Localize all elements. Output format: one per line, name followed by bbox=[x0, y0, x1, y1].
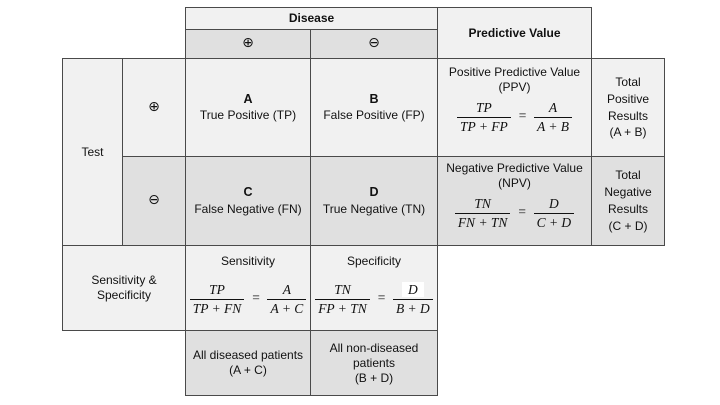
npv-denominator-letters: C + D bbox=[536, 214, 572, 230]
total-negative-results-label: Total Negative Results (C + D) bbox=[604, 168, 652, 233]
cell-d-label: True Negative (TN) bbox=[322, 201, 426, 216]
cell-a-label: True Positive (TP) bbox=[199, 108, 297, 123]
all-non-diseased-patients-cell: All non-diseased patients (B + D) bbox=[310, 330, 438, 396]
sensitivity-fraction-letters: A A + C bbox=[267, 282, 307, 316]
npv-fraction-letters: D C + D bbox=[533, 196, 575, 230]
npv-fraction-terms: TN FN + TN bbox=[454, 196, 511, 230]
total-positive-results-cell: Total Positive Results (A + B) bbox=[591, 58, 665, 157]
total-positive-results-label: Total Positive Results (A + B) bbox=[606, 74, 650, 140]
specificity-numerator: TN bbox=[315, 282, 370, 300]
sensitivity-formula-cell: Sensitivity TP TP + FN = A A + C bbox=[185, 245, 311, 331]
npv-denominator: FN + TN bbox=[457, 214, 508, 230]
specificity-formula-cell: Specificity TN FP + TN = D B + D bbox=[310, 245, 438, 331]
all-non-diseased-patients-label: All non-diseased patients (B + D) bbox=[329, 340, 419, 385]
specificity-numerator-letter: D bbox=[392, 282, 433, 300]
cell-false-positive: B False Positive (FP) bbox=[310, 58, 438, 157]
all-diseased-patients-label: All diseased patients (A + C) bbox=[192, 348, 304, 377]
ppv-denominator-letters: A + B bbox=[536, 118, 570, 134]
npv-formula-cell: Negative Predictive Value (NPV) TN FN + … bbox=[437, 156, 592, 246]
circled-plus-icon: ⊕ bbox=[148, 98, 160, 115]
circled-minus-icon: ⊖ bbox=[148, 192, 160, 209]
equals-sign: = bbox=[376, 290, 386, 306]
sensitivity-denominator-letters: A + C bbox=[270, 300, 304, 316]
test-positive-header: ⊕ bbox=[122, 58, 186, 157]
cell-a-letter: A bbox=[243, 91, 253, 106]
circled-plus-icon: ⊕ bbox=[242, 35, 254, 52]
ppv-numerator: TP bbox=[456, 100, 511, 118]
sensitivity-specificity-header: Sensitivity & Specificity bbox=[62, 245, 186, 331]
all-diseased-patients-cell: All diseased patients (A + C) bbox=[185, 330, 311, 396]
equals-sign: = bbox=[517, 204, 527, 220]
npv-numerator-letter: D bbox=[533, 196, 575, 214]
cell-b-label: False Positive (FP) bbox=[323, 108, 425, 123]
equals-sign: = bbox=[517, 108, 527, 124]
specificity-formula: TN FP + TN = D B + D bbox=[315, 282, 433, 316]
ppv-title: Positive Predictive Value (PPV) bbox=[448, 65, 581, 94]
disease-positive-header: ⊕ bbox=[185, 29, 311, 59]
white-highlight: D bbox=[401, 282, 424, 297]
ppv-fraction-terms: TP TP + FP bbox=[456, 100, 511, 134]
predictive-value-header: Predictive Value bbox=[437, 7, 592, 59]
ppv-numerator-letter: A bbox=[533, 100, 573, 118]
circled-minus-icon: ⊖ bbox=[368, 35, 380, 52]
disease-header: Disease bbox=[185, 7, 438, 30]
sensitivity-fraction-terms: TP TP + FN bbox=[189, 282, 245, 316]
cell-c-letter: C bbox=[243, 185, 253, 200]
specificity-denominator: FP + TN bbox=[318, 300, 367, 316]
npv-formula: TN FN + TN = D C + D bbox=[454, 196, 575, 230]
sensitivity-numerator-letter: A bbox=[267, 282, 307, 300]
disease-header-label: Disease bbox=[288, 11, 335, 25]
test-label: Test bbox=[81, 144, 104, 159]
specificity-fraction-letters: D B + D bbox=[392, 282, 433, 316]
specificity-denominator-letters: B + D bbox=[395, 300, 430, 316]
cell-false-negative: C False Negative (FN) bbox=[185, 156, 311, 246]
cell-d-letter: D bbox=[369, 185, 379, 200]
cell-b-letter: B bbox=[369, 91, 379, 106]
sensitivity-denominator: TP + FN bbox=[192, 300, 242, 316]
cell-true-positive: A True Positive (TP) bbox=[185, 58, 311, 157]
specificity-fraction-terms: TN FP + TN bbox=[315, 282, 370, 316]
total-negative-results-cell: Total Negative Results (C + D) bbox=[591, 156, 665, 246]
test-negative-header: ⊖ bbox=[122, 156, 186, 246]
test-row-header: Test bbox=[62, 58, 123, 246]
sensitivity-formula: TP TP + FN = A A + C bbox=[189, 282, 307, 316]
ppv-formula-cell: Positive Predictive Value (PPV) TP TP + … bbox=[437, 58, 592, 157]
sensitivity-specificity-label: Sensitivity & Specificity bbox=[91, 273, 157, 302]
equals-sign: = bbox=[251, 290, 261, 306]
npv-numerator: TN bbox=[454, 196, 511, 214]
sensitivity-title: Sensitivity bbox=[220, 254, 276, 268]
disease-negative-header: ⊖ bbox=[310, 29, 438, 59]
sensitivity-numerator: TP bbox=[189, 282, 245, 300]
ppv-formula: TP TP + FP = A A + B bbox=[456, 100, 573, 134]
predictive-value-label: Predictive Value bbox=[468, 25, 561, 40]
ppv-fraction-letters: A A + B bbox=[533, 100, 573, 134]
ppv-denominator: TP + FP bbox=[459, 118, 508, 134]
cell-true-negative: D True Negative (TN) bbox=[310, 156, 438, 246]
cell-c-label: False Negative (FN) bbox=[194, 201, 302, 216]
npv-title: Negative Predictive Value (NPV) bbox=[446, 161, 583, 190]
specificity-title: Specificity bbox=[346, 254, 402, 268]
